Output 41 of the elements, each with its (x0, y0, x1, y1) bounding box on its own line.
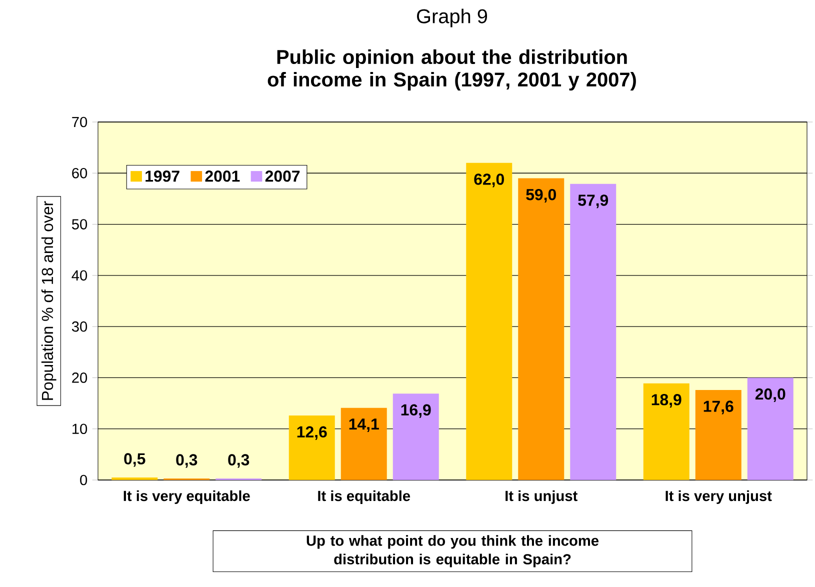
x-axis-title: Up to what point do you think the income distribution is equitable in Spain? (306, 535, 599, 568)
bar (695, 390, 742, 480)
y-tick-label: 70 (72, 116, 88, 128)
bar (747, 378, 794, 480)
data-label: 62,0 (474, 174, 504, 188)
data-label: 20,0 (755, 388, 786, 402)
data-label: 57,9 (578, 194, 608, 208)
x-tick-label: It is unjust (506, 490, 578, 504)
y-tick-label: 10 (72, 424, 88, 434)
y-tick-label: 60 (72, 168, 88, 178)
chart-title: Graph 9 (417, 8, 488, 28)
x-tick-label: It is very equitable (124, 490, 250, 504)
data-label: 14,1 (349, 418, 379, 432)
data-label: 0,3 (176, 454, 198, 468)
bar (570, 184, 616, 480)
bar (288, 416, 335, 480)
data-label: 12,6 (297, 426, 327, 440)
data-label: 16,9 (401, 404, 431, 418)
y-tick-label: 20 (72, 372, 88, 383)
bar (392, 394, 439, 480)
bar (340, 408, 387, 480)
y-tick-label: 50 (72, 219, 88, 230)
data-label: 59,0 (526, 188, 556, 203)
legend-label: 1997 (146, 170, 180, 182)
y-tick-label: 40 (72, 270, 88, 281)
bar (643, 383, 690, 480)
data-label: 18,9 (652, 394, 682, 408)
bar (112, 477, 158, 480)
bar (518, 178, 564, 480)
data-label: 0,3 (228, 454, 250, 468)
y-axis-title: Population % of 18 and over (41, 201, 56, 400)
y-tick-label: 30 (72, 321, 88, 332)
chart-subtitle: Public opinion about the distribution of income in Spain (1997, 2001 y 2007) (268, 49, 636, 91)
data-label: 17,6 (704, 400, 734, 414)
bar (466, 162, 512, 480)
legend-label: 2007 (265, 170, 300, 182)
legend-label: 2001 (205, 170, 240, 182)
x-tick-label: It is equitable (318, 490, 410, 504)
y-tick-label: 0 (80, 474, 88, 486)
data-label: 0,5 (124, 453, 146, 467)
x-tick-label: It is very unjust (666, 490, 772, 504)
